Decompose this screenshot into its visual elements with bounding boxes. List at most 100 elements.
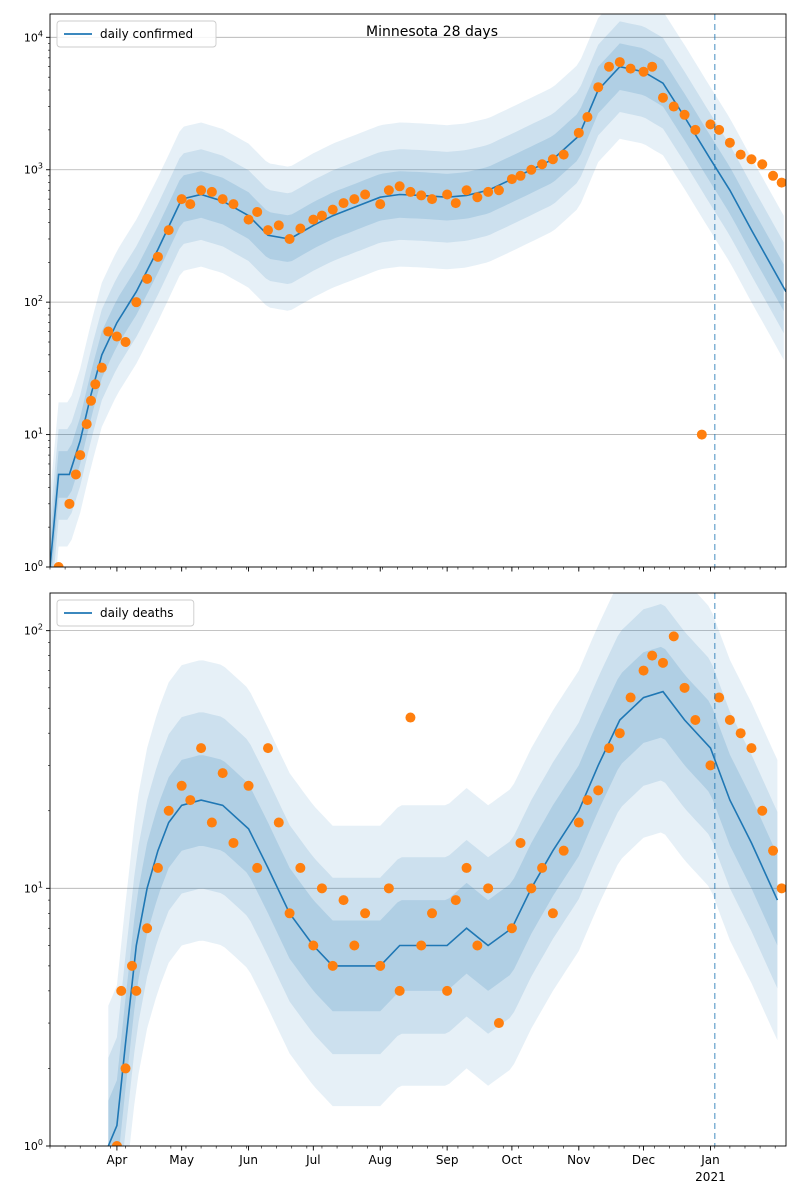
data-point [493,1018,504,1029]
data-point [472,940,483,951]
data-point [442,985,453,996]
x-tick-label: Jun [238,1153,258,1167]
data-point [206,817,217,828]
data-point [349,194,360,205]
data-point [735,728,746,739]
data-point [163,805,174,816]
data-point [111,1141,122,1146]
data-point [308,940,319,951]
data-point [103,326,114,337]
x-tick-label: Sep [436,1153,459,1167]
data-point [116,985,127,996]
data-point [383,185,394,196]
data-point [349,940,360,951]
data-point [657,657,668,668]
y-tick-label: 101 [24,880,43,895]
plot-area [107,593,786,1146]
data-point [573,127,584,138]
data-point [228,199,239,210]
data-point [327,204,338,215]
data-point [537,862,548,873]
x-tick-label: Oct [502,1153,523,1167]
data-point [360,908,371,919]
data-point [625,63,636,74]
data-point [679,682,690,693]
data-point [316,210,327,221]
data-point [252,862,263,873]
data-point [724,715,735,726]
data-point [152,862,163,873]
data-point [506,174,517,185]
data-point [295,862,306,873]
data-point [316,883,327,894]
x-tick-label: Jan [700,1153,720,1167]
uncertainty-band [108,646,778,1146]
data-point [416,940,427,951]
data-point [668,101,679,112]
data-point [262,743,273,754]
data-point [558,845,569,856]
data-point [768,845,779,856]
data-point [228,837,239,848]
data-point [327,960,338,971]
x-tick-label: Dec [632,1153,655,1167]
data-point [142,273,153,284]
axes-frame [49,592,787,1147]
data-point [120,1063,131,1074]
data-point [427,908,438,919]
data-point [64,498,75,509]
data-point [526,164,537,175]
data-point [120,337,131,348]
data-point [638,66,649,77]
data-point [647,61,658,72]
legend: daily confirmed [56,20,217,48]
data-point [638,665,649,676]
legend-box [56,599,195,627]
y-tick-label: 102 [24,294,43,309]
data-point [131,297,142,308]
data-point [776,883,786,894]
series-line-daily-deaths [107,690,779,1146]
x-tick-label: Jul [305,1153,320,1167]
data-point [206,186,217,197]
data-point [111,331,122,342]
uncertainty-band [108,593,778,1146]
data-point [338,895,349,906]
data-point [593,785,604,796]
data-point [614,728,625,739]
data-point [593,82,604,93]
data-point [176,194,187,205]
data-point [526,883,537,894]
data-point [152,251,163,262]
data-point [714,692,725,703]
legend-label: daily confirmed [100,27,193,41]
data-point [185,199,196,210]
data-point [472,192,483,203]
data-point [714,124,725,135]
data-point [625,692,636,703]
data-point [416,190,427,201]
plot-area [50,14,786,567]
chart-panel-2: 100 101 102 Apr May Jun Jul Aug Sep Oct Nov Dec Jan 2… [24,592,787,1184]
data-point [547,908,558,919]
y-tick-label: 100 [24,559,43,574]
axes-frame [49,13,787,568]
data-point [252,206,263,217]
data-point [262,225,273,236]
data-point [450,895,461,906]
data-point [273,817,284,828]
data-point [705,760,716,771]
data-point [53,562,64,567]
data-point [493,185,504,196]
data-point [450,198,461,209]
data-point [515,837,526,848]
data-point [735,149,746,160]
data-point [196,185,207,196]
data-point [196,743,207,754]
data-point [163,225,174,236]
data-point [284,233,295,244]
data-point [604,61,615,72]
data-point [757,805,768,816]
data-point [243,214,254,225]
